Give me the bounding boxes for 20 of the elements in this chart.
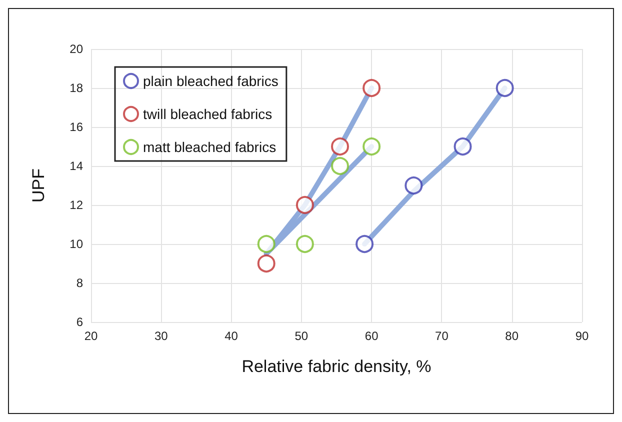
legend-label: twill bleached fabrics <box>143 106 272 122</box>
y-tick-label: 6 <box>76 315 84 329</box>
y-tick-label: 20 <box>70 42 84 56</box>
y-tick-label: 12 <box>70 198 84 212</box>
x-tick-label: 90 <box>575 329 589 343</box>
y-tick-label: 16 <box>70 120 84 134</box>
x-tick-label: 70 <box>435 329 449 343</box>
x-tick-label: 80 <box>505 329 519 343</box>
x-tick-label: 60 <box>364 329 379 343</box>
legend-label: matt bleached fabrics <box>143 139 276 155</box>
y-axis-title: UPF <box>29 168 48 202</box>
y-tick-label: 18 <box>70 81 84 95</box>
legend-label: plain bleached fabrics <box>143 73 278 89</box>
x-tick-label: 40 <box>224 329 238 343</box>
y-tick-label: 8 <box>76 276 84 290</box>
y-tick-label: 10 <box>70 237 84 251</box>
x-tick-label: 50 <box>294 329 308 343</box>
y-tick-label: 14 <box>70 159 84 173</box>
x-axis-title: Relative fabric density, % <box>242 357 432 376</box>
x-tick-label: 30 <box>154 329 168 343</box>
